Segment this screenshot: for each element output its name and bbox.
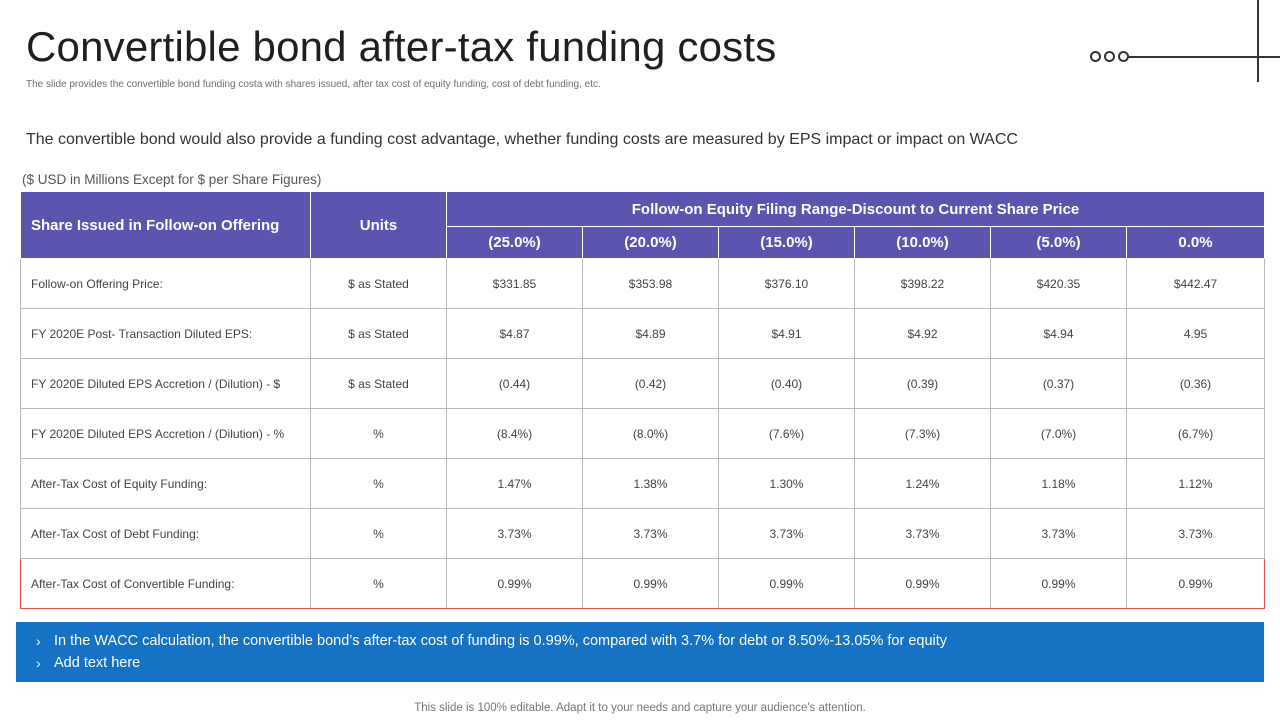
row-units: % [310, 558, 447, 609]
cell-value: 0.99% [990, 558, 1127, 609]
cell-value: 1.30% [718, 458, 855, 509]
row-units: % [310, 408, 447, 459]
column-header: (15.0%) [718, 226, 855, 259]
cell-value: 1.12% [1125, 458, 1266, 509]
header-units: Units [310, 191, 447, 259]
row-label: FY 2020E Post- Transaction Diluted EPS: [20, 308, 311, 359]
row-label: FY 2020E Diluted EPS Accretion / (Diluti… [20, 358, 311, 409]
cell-value: 3.73% [1125, 508, 1266, 559]
row-label: Follow-on Offering Price: [20, 258, 311, 309]
row-label: After-Tax Cost of Equity Funding: [20, 458, 311, 509]
chevron-right-icon: › [36, 633, 41, 649]
cell-value: 3.73% [582, 508, 719, 559]
row-units: % [310, 458, 447, 509]
cell-value: 0.99% [582, 558, 719, 609]
table-row: After-Tax Cost of Equity Funding: % 1.47… [20, 458, 1266, 509]
cell-value: $442.47 [1125, 258, 1266, 309]
note-item: › Add text here [36, 652, 1264, 674]
table-row: Follow-on Offering Price: $ as Stated $3… [20, 258, 1266, 309]
cell-value: 0.99% [718, 558, 855, 609]
cell-value: $4.91 [718, 308, 855, 359]
row-units: % [310, 508, 447, 559]
cell-value: (0.37) [990, 358, 1127, 409]
cell-value: 3.73% [446, 508, 583, 559]
cell-value: (0.40) [718, 358, 855, 409]
note-text: Add text here [54, 655, 141, 671]
table-row: FY 2020E Diluted EPS Accretion / (Diluti… [20, 408, 1266, 459]
note-text: In the WACC calculation, the convertible… [54, 633, 948, 649]
lead-text: The convertible bond would also provide … [26, 131, 1018, 148]
cell-value: $4.89 [582, 308, 719, 359]
cell-value: $4.87 [446, 308, 583, 359]
page-subtitle: The slide provides the convertible bond … [26, 79, 601, 90]
chevron-right-icon: › [36, 655, 41, 671]
dot-icon [1090, 51, 1101, 62]
cell-value: $331.85 [446, 258, 583, 309]
column-header: (5.0%) [990, 226, 1127, 259]
row-units: $ as Stated [310, 358, 447, 409]
dot-icon [1104, 51, 1115, 62]
cell-value: $420.35 [990, 258, 1127, 309]
cell-value: $376.10 [718, 258, 855, 309]
decorative-dots [1090, 51, 1129, 62]
header-label: Share Issued in Follow-on Offering [20, 191, 311, 259]
funding-cost-table: Share Issued in Follow-on Offering Units… [20, 191, 1266, 609]
column-header: (25.0%) [446, 226, 583, 259]
decorative-line-horizontal [1128, 56, 1280, 58]
cell-value: 1.24% [854, 458, 991, 509]
cell-value: (7.6%) [718, 408, 855, 459]
decorative-line-vertical [1257, 0, 1259, 82]
cell-value: (0.39) [854, 358, 991, 409]
units-note: ($ USD in Millions Except for $ per Shar… [22, 172, 322, 187]
cell-value: (0.42) [582, 358, 719, 409]
table-row-highlighted: After-Tax Cost of Convertible Funding: %… [20, 558, 1266, 609]
cell-value: (6.7%) [1125, 408, 1266, 459]
cell-value: 0.99% [854, 558, 991, 609]
cell-value: (8.0%) [582, 408, 719, 459]
row-label: After-Tax Cost of Convertible Funding: [20, 558, 311, 609]
cell-value: 3.73% [854, 508, 991, 559]
table-row: FY 2020E Post- Transaction Diluted EPS: … [20, 308, 1266, 359]
cell-value: $353.98 [582, 258, 719, 309]
cell-value: (7.0%) [990, 408, 1127, 459]
row-label: After-Tax Cost of Debt Funding: [20, 508, 311, 559]
row-units: $ as Stated [310, 258, 447, 309]
cell-value: 3.73% [990, 508, 1127, 559]
row-units: $ as Stated [310, 308, 447, 359]
cell-value: 0.99% [446, 558, 583, 609]
header-group: Follow-on Equity Filing Range-Discount t… [445, 191, 1266, 227]
cell-value: 1.18% [990, 458, 1127, 509]
page-title: Convertible bond after-tax funding costs [26, 23, 777, 70]
column-header: 0.0% [1125, 226, 1266, 259]
cell-value: 3.73% [718, 508, 855, 559]
cell-value: 1.47% [446, 458, 583, 509]
cell-value: $4.92 [854, 308, 991, 359]
cell-value: $4.94 [990, 308, 1127, 359]
cell-value: (7.3%) [854, 408, 991, 459]
cell-value: (0.36) [1125, 358, 1266, 409]
cell-value: (0.44) [446, 358, 583, 409]
notes-box: › In the WACC calculation, the convertib… [16, 622, 1264, 682]
cell-value: 4.95 [1125, 308, 1266, 359]
cell-value: 0.99% [1125, 558, 1266, 609]
row-label: FY 2020E Diluted EPS Accretion / (Diluti… [20, 408, 311, 459]
footer-text: This slide is 100% editable. Adapt it to… [414, 702, 866, 714]
table-row: FY 2020E Diluted EPS Accretion / (Diluti… [20, 358, 1266, 409]
cell-value: 1.38% [582, 458, 719, 509]
cell-value: (8.4%) [446, 408, 583, 459]
column-header: (10.0%) [854, 226, 991, 259]
table-row: After-Tax Cost of Debt Funding: % 3.73% … [20, 508, 1266, 559]
column-header: (20.0%) [582, 226, 719, 259]
note-item: › In the WACC calculation, the convertib… [36, 630, 1264, 652]
cell-value: $398.22 [854, 258, 991, 309]
